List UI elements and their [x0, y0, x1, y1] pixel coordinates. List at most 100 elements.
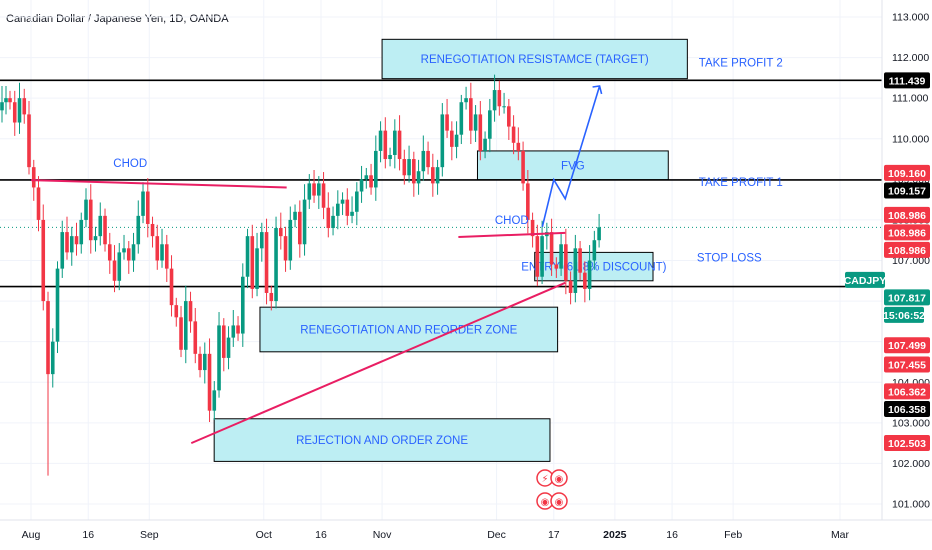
renegotiation-reorder-zone-label: RENEGOTIATION AND REORDER ZONE — [300, 324, 517, 336]
candle — [169, 268, 174, 306]
candle — [369, 175, 373, 188]
price-tag-label: 106.362 — [888, 386, 926, 398]
event-icons[interactable]: ⚡ ◉ ◉ ◉ — [536, 469, 568, 510]
descending-trendline — [30, 179, 287, 189]
candle — [568, 280, 573, 293]
candle — [554, 264, 559, 269]
candle — [454, 134, 459, 147]
candle — [264, 232, 269, 293]
candle — [31, 167, 36, 188]
candle — [60, 232, 65, 269]
price-tag — [884, 72, 930, 89]
candle — [155, 236, 160, 261]
trendlines — [30, 179, 566, 445]
candle — [240, 276, 245, 334]
annotations: CHOD TAKE PROFIT 2 TAKE PROFIT 1 CHOD STOP L… — [113, 57, 782, 264]
candle — [340, 199, 345, 204]
x-tick-label: Nov — [373, 529, 392, 541]
price-tag — [884, 289, 930, 306]
candle — [207, 353, 212, 411]
candle — [278, 228, 283, 237]
price-tag — [884, 383, 930, 400]
candle — [250, 236, 255, 289]
annotation-label: TAKE PROFIT 2 — [699, 57, 783, 69]
candle — [393, 130, 397, 155]
y-tick-label: 111.000 — [892, 93, 929, 105]
candle — [464, 98, 468, 103]
candle — [84, 199, 88, 220]
radio-icon — [550, 469, 568, 487]
annotation-label: CHOD — [495, 215, 529, 227]
candle — [331, 215, 335, 229]
x-tick-label: Feb — [724, 529, 742, 541]
price-tag — [884, 182, 930, 199]
candle — [578, 248, 582, 273]
candle — [79, 219, 84, 245]
price-tag — [884, 337, 930, 354]
candle — [22, 98, 27, 115]
candle — [188, 301, 193, 322]
candle — [573, 248, 578, 293]
candle — [231, 325, 236, 338]
candle — [136, 215, 141, 245]
x-tick-label: 16 — [666, 529, 678, 541]
event-icon-glyph: ◉ — [555, 497, 564, 508]
candle — [217, 325, 221, 391]
candle — [564, 244, 568, 281]
rejection-order-zone-label: REJECTION AND ORDER ZONE — [296, 435, 468, 447]
y-tick-label: 110.000 — [892, 133, 929, 145]
renegotiation-reorder-zone — [259, 306, 559, 353]
y-tick-label: 107.000 — [892, 255, 930, 267]
lightning-icon-glyph: ⚡ — [541, 474, 548, 485]
candle — [12, 102, 17, 123]
candle — [245, 236, 250, 277]
candle — [502, 106, 506, 108]
candle — [88, 199, 93, 241]
candle — [302, 199, 307, 245]
candle — [350, 211, 354, 216]
candle — [459, 102, 464, 135]
candle — [497, 90, 502, 107]
time-axis[interactable]: Aug 16 Sep Oct 16 Nov Dec 17 2025 16 Feb Mar — [0, 519, 932, 541]
x-tick-label: 2025 — [603, 529, 627, 541]
candle — [269, 292, 274, 302]
candle — [431, 167, 435, 184]
candle — [412, 159, 416, 184]
candle — [511, 126, 516, 143]
radio-icon-glyph: ◉ — [555, 474, 564, 485]
candle — [516, 142, 521, 151]
candles — [0, 74, 601, 476]
candle — [226, 337, 231, 358]
candle — [259, 232, 264, 249]
candle — [179, 317, 183, 350]
x-tick-label: Aug — [22, 529, 41, 541]
candle — [183, 301, 188, 350]
candle — [364, 175, 369, 180]
price-tag — [884, 306, 924, 323]
candle — [559, 244, 563, 269]
candle — [145, 191, 150, 224]
price-tag-label: 109.157 — [888, 185, 926, 197]
candle — [193, 321, 198, 354]
candle — [283, 236, 288, 261]
candle — [112, 260, 117, 281]
candle — [592, 240, 597, 261]
price-tag-label: 108.986 — [888, 245, 926, 257]
candle — [98, 215, 103, 237]
price-tag-label: 102.503 — [888, 438, 926, 450]
candle — [345, 199, 350, 216]
candle — [450, 130, 454, 147]
event-icon — [550, 492, 568, 510]
renegotiation-resistance-zone-label: RENEGOTIATION RESISTAMCE (TARGET) — [421, 54, 649, 66]
price-tag-label: 15:06:52 — [883, 310, 925, 322]
fvg-zone-label: FVG — [561, 160, 585, 172]
candle — [469, 98, 473, 131]
candle — [355, 191, 359, 212]
candle — [131, 244, 136, 261]
price-tags: 111.439 109.160 109.157 108.986 108.986 108.9… — [844, 72, 930, 452]
price-tag — [884, 356, 930, 373]
x-tick-label: Dec — [487, 529, 506, 541]
candle — [212, 390, 217, 411]
projection-line — [541, 85, 601, 228]
